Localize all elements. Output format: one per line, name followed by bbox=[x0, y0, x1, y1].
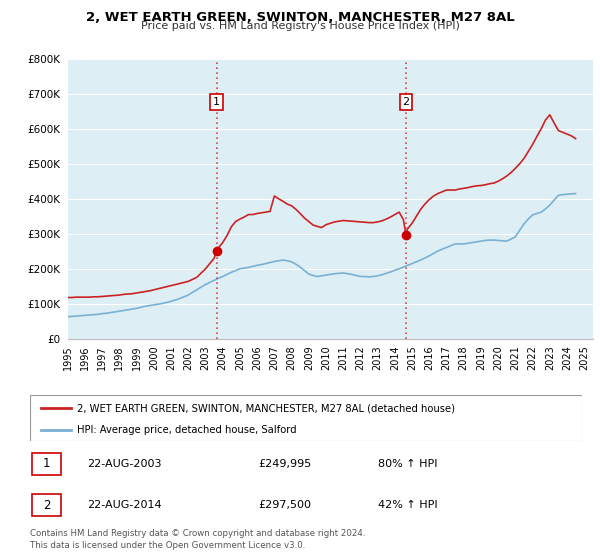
Text: Price paid vs. HM Land Registry's House Price Index (HPI): Price paid vs. HM Land Registry's House … bbox=[140, 21, 460, 31]
Text: 22-AUG-2003: 22-AUG-2003 bbox=[87, 459, 161, 469]
Text: 42% ↑ HPI: 42% ↑ HPI bbox=[378, 500, 437, 510]
Text: HPI: Average price, detached house, Salford: HPI: Average price, detached house, Salf… bbox=[77, 425, 296, 435]
Text: 2: 2 bbox=[403, 97, 409, 107]
Text: £297,500: £297,500 bbox=[258, 500, 311, 510]
Text: Contains HM Land Registry data © Crown copyright and database right 2024.
This d: Contains HM Land Registry data © Crown c… bbox=[30, 529, 365, 550]
Text: 1: 1 bbox=[43, 457, 50, 470]
Text: 2: 2 bbox=[43, 498, 50, 512]
Text: 80% ↑ HPI: 80% ↑ HPI bbox=[378, 459, 437, 469]
Text: 1: 1 bbox=[213, 97, 220, 107]
Text: £249,995: £249,995 bbox=[258, 459, 311, 469]
Text: 2, WET EARTH GREEN, SWINTON, MANCHESTER, M27 8AL (detached house): 2, WET EARTH GREEN, SWINTON, MANCHESTER,… bbox=[77, 403, 455, 413]
Text: 2, WET EARTH GREEN, SWINTON, MANCHESTER, M27 8AL: 2, WET EARTH GREEN, SWINTON, MANCHESTER,… bbox=[86, 11, 514, 24]
Text: 22-AUG-2014: 22-AUG-2014 bbox=[87, 500, 161, 510]
